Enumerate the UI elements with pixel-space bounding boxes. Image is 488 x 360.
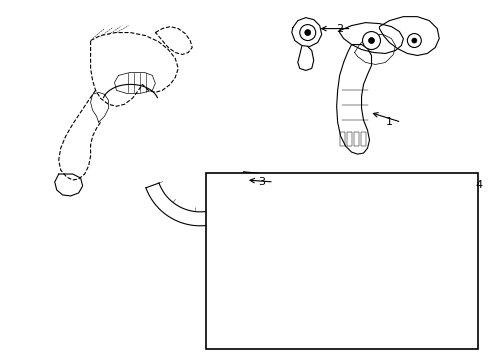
Text: 2: 2 [335,24,343,33]
Circle shape [304,30,310,36]
Bar [205,173,477,348]
Text: 4: 4 [474,180,482,190]
Bar [360,132,365,146]
Polygon shape [339,23,403,54]
Circle shape [362,32,380,50]
Circle shape [299,24,315,41]
Bar [346,132,351,146]
Polygon shape [354,35,395,64]
Bar [339,132,344,146]
Text: 1: 1 [385,117,392,127]
Polygon shape [145,172,257,226]
Polygon shape [336,45,371,154]
Polygon shape [297,46,313,71]
Circle shape [368,37,374,44]
Polygon shape [379,17,438,55]
Circle shape [407,33,421,48]
Text: 3: 3 [258,177,265,187]
Circle shape [411,38,416,43]
Polygon shape [291,18,321,46]
Bar [353,132,358,146]
